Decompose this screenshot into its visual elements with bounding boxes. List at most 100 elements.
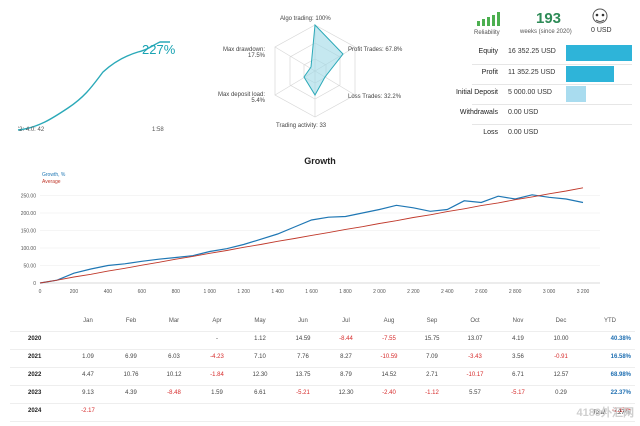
mascot-value: 0 USD xyxy=(591,27,612,34)
x-tick-label: 2 000 xyxy=(373,289,386,295)
stat-bar xyxy=(566,45,632,61)
growth-chart-title: Growth xyxy=(304,156,336,166)
x-tick-label: 1 200 xyxy=(237,289,250,295)
x-tick-label: 1 600 xyxy=(305,289,318,295)
table-cell: 1.59 xyxy=(211,390,223,396)
radar-label-profit-trades: Profit Trades: 67.8% xyxy=(348,47,403,53)
growth-chart: 0 50.00 100.00 150.00 200.00 250.00 0 200 400 600… xyxy=(21,172,600,295)
table-header-cell: Jan xyxy=(83,318,93,324)
y-tick-label: 50.00 xyxy=(23,264,36,270)
table-cell: 4.19 xyxy=(512,336,524,342)
x-tick-label: 800 xyxy=(172,289,181,295)
radar-label-algo: Algo trading: 100% xyxy=(280,16,331,22)
table-cell: -8.48 xyxy=(167,390,181,396)
stat-divider xyxy=(472,104,632,105)
table-row: 2024 -2.17 -2.17% xyxy=(10,404,635,422)
row-year: 2020 xyxy=(28,336,42,342)
radar-label-activity: Trading activity: 33 xyxy=(276,123,327,129)
x-tick-label: 2 400 xyxy=(441,289,454,295)
table-header-cell: Jun xyxy=(298,318,308,324)
table-header-cell: YTD xyxy=(604,318,616,324)
table-cell: -10.17 xyxy=(466,372,484,378)
stat-label: Profit xyxy=(481,69,498,76)
growth-percent: 227% xyxy=(142,42,176,57)
table-cell: 7.76 xyxy=(297,354,309,360)
stat-label: Withdrawals xyxy=(459,109,498,116)
mascot-icon xyxy=(592,8,608,24)
table-cell: 4.47 xyxy=(82,372,94,378)
row-ytd: 22.37% xyxy=(610,390,631,396)
x-tick-label: 3 200 xyxy=(577,289,590,295)
table-cell: 6.61 xyxy=(254,390,266,396)
table-cell: 6.03 xyxy=(168,354,180,360)
table-cell: 8.27 xyxy=(340,354,352,360)
legend-entry: Growth, % xyxy=(42,172,66,178)
row-ytd: 68.98% xyxy=(610,372,631,378)
table-row: 2022 4.47 10.76 10.12 -1.84 12.30 13.75 8.79 14.… xyxy=(10,368,635,386)
monthly-returns-table: Jan Feb Mar Apr May Jun Jul Aug Sep Oct Nov Dec YTD 2… xyxy=(10,314,635,422)
table-cell: 2.71 xyxy=(426,372,438,378)
table-header-cell: Oct xyxy=(470,318,480,324)
table-cell: 6.71 xyxy=(512,372,524,378)
table-cell: -5.17 xyxy=(511,390,525,396)
stat-value: 5 000.00 USD xyxy=(508,89,552,96)
radar-area xyxy=(303,23,344,96)
trading-radar-chart xyxy=(274,23,356,118)
table-cell: -0.91 xyxy=(554,354,568,360)
total-label: Total: xyxy=(592,410,607,416)
legend-entry: Average xyxy=(42,179,61,185)
stat-bar xyxy=(566,86,586,102)
radar-label-drawdown: Max drawdown: 17.5% xyxy=(222,47,265,59)
radar-label-loss-trades: Loss Trades: 32.2% xyxy=(348,94,402,100)
table-cell: 4.39 xyxy=(125,390,137,396)
table-cell: 5.57 xyxy=(469,390,481,396)
x-tick-label: 1 400 xyxy=(271,289,284,295)
table-cell: 12.30 xyxy=(338,390,354,396)
reliability-label: Reliability xyxy=(474,30,500,36)
table-header-row: Jan Feb Mar Apr May Jun Jul Aug Sep Oct Nov Dec YTD xyxy=(10,314,635,332)
table-cell: 10.00 xyxy=(553,336,569,342)
table-header-cell: Dec xyxy=(555,318,567,324)
table-cell: 1.12 xyxy=(254,336,266,342)
y-tick-label: 250.00 xyxy=(21,194,37,200)
sparkline-axis-start: '2: 4.0: 42 xyxy=(18,127,45,133)
y-tick-label: 200.00 xyxy=(21,211,37,217)
x-tick-label: 1 000 xyxy=(203,289,216,295)
table-cell: -5.21 xyxy=(296,390,310,396)
table-cell: 9.13 xyxy=(82,390,94,396)
table-cell: -1.84 xyxy=(210,372,224,378)
table-cell: 1.09 xyxy=(82,354,94,360)
watermark: 4189外汇网 xyxy=(576,407,634,419)
stat-value: 0.00 USD xyxy=(508,109,539,116)
table-cell: 8.79 xyxy=(340,372,352,378)
table-row: 2021 1.09 6.99 6.03 -4.23 7.10 7.76 8.27 -10.59 7… xyxy=(10,350,635,368)
row-ytd: 40.38% xyxy=(610,336,631,342)
table-cell: -2.17 xyxy=(81,408,95,414)
table-cell: -3.43 xyxy=(468,354,482,360)
table-row: 2020 - 1.12 14.59 -8.44 -7.55 15.75 13.07 4.19 10… xyxy=(10,332,635,350)
table-cell: -1.12 xyxy=(425,390,439,396)
table-cell: 7.09 xyxy=(426,354,438,360)
stat-label: Equity xyxy=(478,48,498,55)
table-header-cell: Feb xyxy=(125,318,137,324)
weeks-subtitle: weeks (since 2020) xyxy=(520,29,572,35)
table-header-cell: Jul xyxy=(342,318,350,324)
stat-divider xyxy=(472,84,632,85)
row-year: 2023 xyxy=(28,390,42,396)
total-value: 127% xyxy=(614,410,630,416)
table-cell: 15.75 xyxy=(424,336,440,342)
table-cell: -8.44 xyxy=(339,336,353,342)
x-tick-label: 2 200 xyxy=(407,289,420,295)
stat-bar xyxy=(566,66,614,82)
y-tick-label: 0 xyxy=(33,281,36,287)
x-tick-label: 600 xyxy=(138,289,147,295)
table-header-cell: May xyxy=(254,318,266,324)
x-tick-label: 3 000 xyxy=(543,289,556,295)
table-cell: 6.99 xyxy=(125,354,137,360)
stat-value: 0.00 USD xyxy=(508,129,539,136)
row-year: 2024 xyxy=(28,408,42,414)
table-cell: 12.30 xyxy=(252,372,268,378)
table-header-cell: Nov xyxy=(512,318,524,324)
weeks-count: 193 xyxy=(536,10,562,27)
average-series-line xyxy=(39,187,584,284)
